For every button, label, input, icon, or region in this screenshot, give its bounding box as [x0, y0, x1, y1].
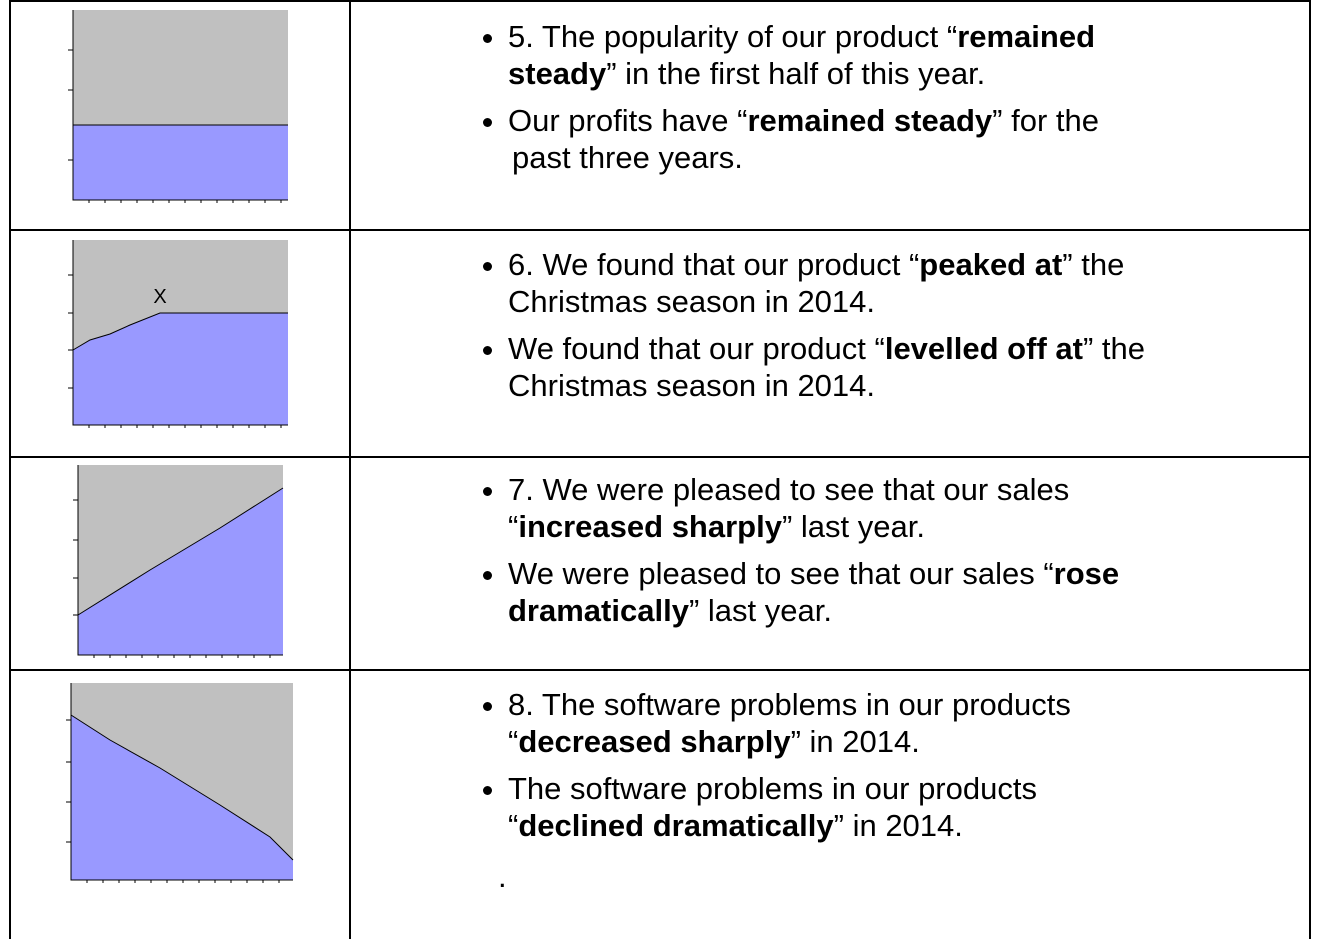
bullet: We were pleased to see that our sales “r…	[508, 555, 1305, 629]
bullet-list: 7. We were pleased to see that our sales…	[430, 471, 1305, 629]
bullet: 8. The software problems in our products…	[508, 686, 1305, 760]
text-line: dramatically” last year.	[508, 592, 1305, 629]
text-run: Our profits have “	[508, 103, 748, 138]
mini-chart	[73, 465, 284, 658]
bullet: We found that our product “levelled off …	[508, 330, 1305, 404]
bullet-list: 6. We found that our product “peaked at”…	[430, 246, 1305, 404]
text-line: “declined dramatically” in 2014.	[508, 807, 1305, 844]
bullet: The software problems in our products“de…	[508, 770, 1305, 844]
chart-label: X	[153, 286, 166, 308]
bullet: 7. We were pleased to see that our sales…	[508, 471, 1305, 545]
text-run: ” the	[1062, 247, 1125, 282]
text-run: 6. We found that our product “	[508, 247, 920, 282]
bullet-list: 5. The popularity of our product “remain…	[430, 18, 1305, 176]
text-run: ” in 2014.	[790, 724, 920, 759]
text-run: We found that our product “	[508, 331, 885, 366]
text-line: 8. The software problems in our products	[508, 686, 1305, 723]
bold-phrase: remained	[957, 19, 1096, 54]
mini-chart	[66, 683, 294, 883]
text-line: Christmas season in 2014.	[508, 283, 1305, 320]
text-run: ” last year.	[781, 509, 925, 544]
text-run: “	[508, 808, 519, 843]
text-run: ” in the first half of this year.	[606, 56, 986, 91]
table-borders	[9, 0, 1311, 939]
bold-phrase: rose	[1053, 556, 1120, 591]
text-line: We found that our product “levelled off …	[508, 330, 1305, 367]
text-line: steady” in the first half of this year.	[508, 55, 1305, 92]
text-line: Our profits have “remained steady” for t…	[508, 102, 1305, 139]
text-run: 7. We were pleased to see that our sales	[508, 472, 1070, 507]
bullet: 5. The popularity of our product “remain…	[508, 18, 1305, 92]
bold-phrase: remained steady	[747, 103, 993, 138]
text-line: We were pleased to see that our sales “r…	[508, 555, 1305, 592]
text-line: 7. We were pleased to see that our sales	[508, 471, 1305, 508]
text-line: The software problems in our products	[508, 770, 1305, 807]
text-run: We were pleased to see that our sales “	[508, 556, 1054, 591]
text-run: past three years.	[512, 140, 743, 175]
text-run: The software problems in our products	[508, 771, 1037, 806]
cell-text: 8. The software problems in our products…	[430, 686, 1305, 895]
text-run: ” in 2014.	[833, 808, 963, 843]
bold-phrase: steady	[508, 56, 607, 91]
cell-text: 5. The popularity of our product “remain…	[430, 18, 1305, 186]
cell-text: 6. We found that our product “peaked at”…	[430, 246, 1305, 414]
mini-chart: X	[68, 240, 288, 428]
text-line: “decreased sharply” in 2014.	[508, 723, 1305, 760]
bullet-list: 8. The software problems in our products…	[430, 686, 1305, 844]
bold-phrase: decreased sharply	[518, 724, 791, 759]
text-line: past three years.	[508, 139, 1305, 176]
text-line: 5. The popularity of our product “remain…	[508, 18, 1305, 55]
text-run: ” for the	[992, 103, 1099, 138]
bullet: 6. We found that our product “peaked at”…	[508, 246, 1305, 320]
bold-phrase: increased sharply	[518, 509, 782, 544]
text-run: 5. The popularity of our product “	[508, 19, 958, 54]
bold-phrase: peaked at	[919, 247, 1063, 282]
text-line: 6. We found that our product “peaked at”…	[508, 246, 1305, 283]
text-run: ” the	[1082, 331, 1145, 366]
text-line: “increased sharply” last year.	[508, 508, 1305, 545]
text-line: Christmas season in 2014.	[508, 367, 1305, 404]
text-run: “	[508, 724, 519, 759]
bold-phrase: levelled off at	[884, 331, 1083, 366]
text-run: “	[508, 509, 519, 544]
mini-chart	[68, 10, 288, 203]
text-run: Christmas season in 2014.	[508, 368, 876, 403]
bullet: Our profits have “remained steady” for t…	[508, 102, 1305, 176]
text-run: ” last year.	[688, 593, 832, 628]
cell-text: 7. We were pleased to see that our sales…	[430, 471, 1305, 639]
text-run: 8. The software problems in our products	[508, 687, 1071, 722]
bold-phrase: declined dramatically	[518, 808, 834, 843]
text-run: Christmas season in 2014.	[508, 284, 876, 319]
bold-phrase: dramatically	[508, 593, 689, 628]
note: .	[498, 859, 507, 894]
